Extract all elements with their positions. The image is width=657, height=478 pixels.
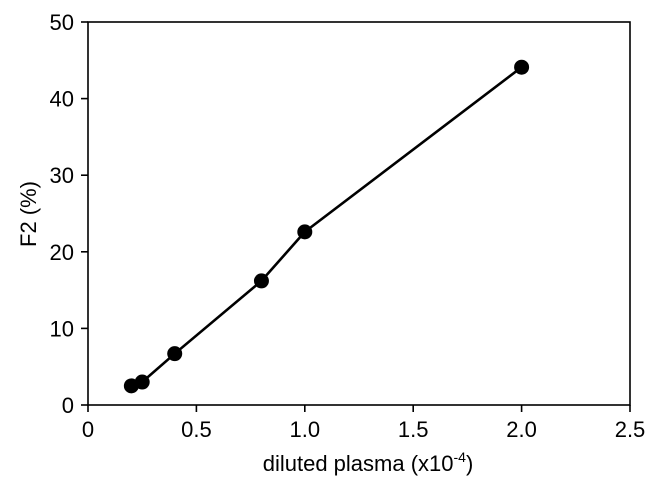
data-point (253, 273, 269, 289)
y-tick-label: 0 (62, 393, 74, 418)
x-axis-ticks: 0 0.5 1.0 1.5 2.0 2.5 (82, 405, 645, 442)
y-tick-label: 40 (50, 87, 74, 112)
y-tick-label: 10 (50, 316, 74, 341)
y-tick-label: 50 (50, 10, 74, 35)
data-point (167, 346, 183, 362)
x-tick-label: 2.5 (615, 417, 646, 442)
y-tick-label: 30 (50, 163, 74, 188)
x-tick-label: 0 (82, 417, 94, 442)
series-layer (123, 59, 530, 394)
plot-frame (87, 21, 631, 406)
y-axis-title: F2 (%) (16, 181, 41, 247)
x-axis-title-suffix: ) (466, 451, 473, 476)
x-axis-title: diluted plasma (x10-4) (263, 449, 474, 476)
data-point (134, 374, 150, 390)
x-tick-label: 1.5 (398, 417, 429, 442)
y-axis-ticks: 0 10 20 30 40 50 (50, 10, 88, 418)
x-axis-title-main: diluted plasma (x10 (263, 451, 454, 476)
x-tick-label: 1.0 (290, 417, 321, 442)
series-line (130, 66, 523, 388)
x-tick-label: 0.5 (181, 417, 212, 442)
x-axis-title-superscript: -4 (454, 449, 467, 465)
data-point (297, 224, 313, 240)
y-tick-label: 20 (50, 240, 74, 265)
data-point (514, 59, 530, 75)
x-tick-label: 2.0 (506, 417, 537, 442)
